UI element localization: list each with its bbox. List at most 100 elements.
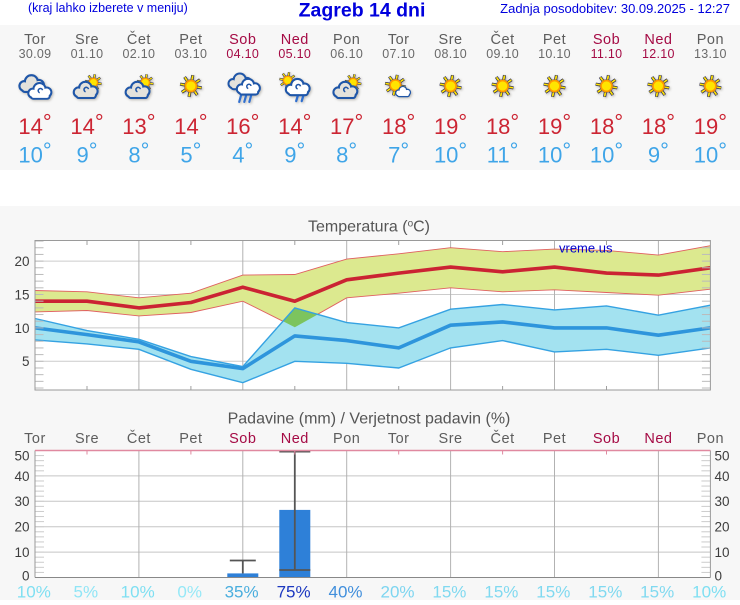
svg-text:19°: 19° [434, 110, 467, 140]
svg-text:15: 15 [14, 287, 29, 302]
svg-text:Zagreb 14 dni: Zagreb 14 dni [299, 0, 426, 22]
svg-text:Ned: Ned [281, 32, 309, 48]
svg-text:14°: 14° [18, 110, 51, 140]
svg-text:Pon: Pon [333, 431, 360, 447]
svg-text:Čet: Čet [127, 430, 151, 447]
svg-text:Tor: Tor [388, 431, 410, 447]
svg-text:9°: 9° [648, 138, 669, 168]
svg-text:Pet: Pet [543, 32, 566, 48]
svg-text:Ned: Ned [644, 431, 672, 447]
svg-text:Čet: Čet [127, 31, 151, 48]
svg-text:8°: 8° [336, 138, 357, 168]
svg-text:75%: 75% [277, 583, 311, 601]
svg-text:Ned: Ned [644, 32, 672, 48]
svg-text:5: 5 [22, 354, 30, 369]
svg-text:50: 50 [715, 449, 730, 464]
svg-text:06.10: 06.10 [330, 47, 363, 61]
svg-text:vreme.us: vreme.us [559, 241, 613, 256]
svg-text:15%: 15% [484, 583, 518, 601]
svg-text:10%: 10% [121, 583, 155, 601]
svg-text:20: 20 [14, 520, 29, 535]
svg-text:Temperatura (oC): Temperatura (oC) [308, 219, 430, 236]
svg-text:15%: 15% [588, 583, 622, 601]
svg-text:Ned: Ned [281, 431, 309, 447]
svg-text:4°: 4° [232, 138, 253, 168]
svg-text:50: 50 [14, 449, 29, 464]
svg-text:30: 30 [715, 494, 730, 509]
svg-text:19°: 19° [694, 110, 727, 140]
svg-text:18°: 18° [642, 110, 675, 140]
svg-text:Pet: Pet [179, 431, 202, 447]
svg-text:Sob: Sob [229, 431, 256, 447]
svg-text:Čet: Čet [491, 430, 515, 447]
svg-text:11°: 11° [487, 138, 519, 168]
svg-text:9°: 9° [284, 138, 305, 168]
svg-text:Čet: Čet [491, 31, 515, 48]
svg-text:07.10: 07.10 [382, 47, 415, 61]
svg-text:Tor: Tor [388, 32, 410, 48]
svg-text:10°: 10° [434, 138, 467, 168]
svg-text:13.10: 13.10 [694, 47, 727, 61]
svg-text:40: 40 [715, 469, 730, 484]
svg-text:04.10: 04.10 [226, 47, 259, 61]
svg-text:02.10: 02.10 [123, 47, 156, 61]
svg-text:10: 10 [715, 545, 730, 560]
svg-text:Pet: Pet [543, 431, 566, 447]
svg-text:14°: 14° [70, 110, 103, 140]
svg-text:20: 20 [715, 520, 730, 535]
svg-text:Pon: Pon [333, 32, 360, 48]
svg-text:Sre: Sre [75, 431, 99, 447]
svg-text:17°: 17° [330, 110, 363, 140]
svg-text:Sob: Sob [593, 32, 620, 48]
svg-text:Sob: Sob [593, 431, 620, 447]
svg-text:10%: 10% [17, 583, 51, 601]
svg-text:35%: 35% [225, 583, 259, 601]
svg-text:18°: 18° [382, 110, 415, 140]
svg-text:10°: 10° [18, 138, 51, 168]
svg-text:15%: 15% [640, 583, 674, 601]
svg-text:10.10: 10.10 [538, 47, 571, 61]
svg-text:15%: 15% [432, 583, 466, 601]
svg-text:12.10: 12.10 [642, 47, 675, 61]
svg-text:14°: 14° [278, 110, 311, 140]
svg-text:10°: 10° [538, 138, 571, 168]
svg-text:Tor: Tor [24, 32, 46, 48]
svg-text:08.10: 08.10 [434, 47, 467, 61]
svg-text:5°: 5° [180, 138, 201, 168]
svg-text:Sre: Sre [439, 32, 463, 48]
svg-text:05.10: 05.10 [278, 47, 311, 61]
svg-text:01.10: 01.10 [71, 47, 104, 61]
svg-text:16°: 16° [226, 110, 259, 140]
svg-text:11.10: 11.10 [591, 47, 623, 61]
svg-text:Zadnja posodobitev: 30.09.2025: Zadnja posodobitev: 30.09.2025 - 12:27 [500, 1, 730, 16]
svg-text:10: 10 [14, 321, 29, 336]
svg-text:10%: 10% [692, 583, 726, 601]
svg-text:Pon: Pon [697, 431, 724, 447]
svg-text:Pet: Pet [179, 32, 202, 48]
svg-text:9°: 9° [76, 138, 97, 168]
svg-text:Tor: Tor [24, 431, 46, 447]
svg-text:20%: 20% [380, 583, 414, 601]
svg-text:14°: 14° [174, 110, 207, 140]
svg-text:10: 10 [14, 545, 29, 560]
svg-text:09.10: 09.10 [486, 47, 519, 61]
svg-text:18°: 18° [486, 110, 519, 140]
svg-text:30.09: 30.09 [19, 47, 52, 61]
svg-text:Padavine (mm) / Verjetnost pad: Padavine (mm) / Verjetnost padavin (%) [228, 411, 511, 428]
svg-text:18°: 18° [590, 110, 623, 140]
svg-text:5%: 5% [74, 583, 99, 601]
svg-text:Sob: Sob [229, 32, 256, 48]
svg-text:10°: 10° [590, 138, 623, 168]
svg-text:03.10: 03.10 [175, 47, 208, 61]
svg-text:20: 20 [14, 254, 29, 269]
svg-text:8°: 8° [128, 138, 149, 168]
svg-text:7°: 7° [388, 138, 409, 168]
svg-text:13°: 13° [122, 110, 155, 140]
svg-text:15%: 15% [536, 583, 570, 601]
svg-text:10°: 10° [694, 138, 727, 168]
svg-text:0: 0 [22, 568, 30, 583]
svg-text:Sre: Sre [439, 431, 463, 447]
svg-text:Pon: Pon [697, 32, 724, 48]
svg-text:40: 40 [14, 469, 29, 484]
svg-text:30: 30 [14, 494, 29, 509]
